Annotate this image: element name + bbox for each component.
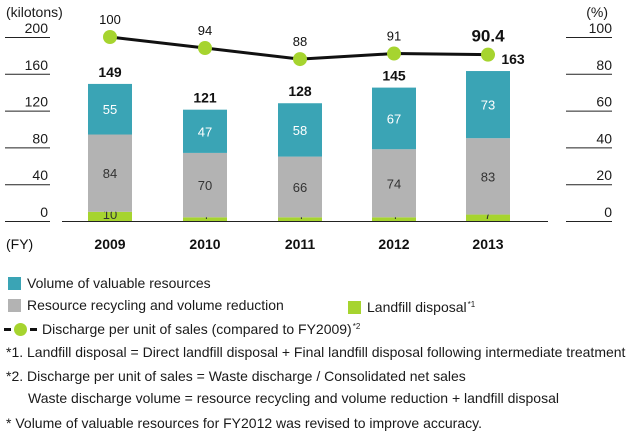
bar-segment-label: 67	[387, 111, 401, 126]
bar-total-label: 128	[288, 83, 312, 99]
bar-segment	[372, 149, 416, 218]
legend-label-valuable: Volume of valuable resources	[27, 275, 211, 291]
legend-landfill-footnote-mark: *1	[467, 300, 476, 309]
x-category-label: 2009	[94, 236, 125, 252]
y-left-tick-label: 80	[32, 130, 48, 146]
bar-segment	[88, 83, 132, 135]
discharge-point	[103, 30, 117, 44]
y-left-tick-label: 200	[25, 20, 49, 36]
discharge-point-label: 94	[198, 23, 212, 38]
legend-swatch-valuable	[8, 277, 21, 290]
legend-swatch-recycling	[8, 299, 21, 312]
discharge-point	[387, 46, 401, 61]
y-right-tick-label: 80	[596, 57, 612, 73]
bar-segment-label: 83	[481, 169, 495, 184]
bar-segment-label: 55	[103, 102, 117, 117]
legend-item-landfill: Landfill disposal*1	[348, 296, 476, 315]
bar-segment	[88, 211, 132, 221]
legend-label-recycling: Resource recycling and volume reduction	[27, 297, 284, 313]
y-right-tick-label: 100	[589, 20, 613, 36]
y-left-tick-label: 40	[32, 167, 48, 183]
stacked-bar-line-chart: (kilotons) (%) 0 40 80 120 160 200 0 20 40 60 80 100 1…	[5, 4, 613, 252]
y-right-tick-label: 0	[604, 204, 612, 220]
x-category-label: 2012	[378, 236, 409, 252]
x-category-label: 2011	[285, 236, 316, 252]
discharge-point	[481, 47, 495, 62]
bar-segment-label: 47	[198, 124, 212, 139]
bar-segment	[466, 138, 510, 215]
footnote-2-continued: Waste discharge volume = resource recycl…	[28, 390, 559, 406]
legend-label-discharge: Discharge per unit of sales (compared to…	[42, 321, 352, 337]
bar-segment-label: 66	[293, 180, 307, 195]
footnote-2: *2. Discharge per unit of sales = Waste …	[6, 368, 466, 384]
legend-item-valuable: Volume of valuable resources	[8, 274, 211, 292]
y-right-tick-label: 60	[596, 94, 612, 110]
bar-segment	[183, 109, 227, 153]
bar-segment	[372, 217, 416, 221]
bar-segment-label: 84	[103, 166, 117, 181]
bar-segment	[466, 214, 510, 221]
discharge-point-label: 90.4	[471, 27, 505, 46]
legend-discharge-footnote-mark: *2	[352, 322, 361, 331]
legend-label-landfill: Landfill disposal	[367, 299, 467, 315]
legend-item-discharge: Discharge per unit of sales (compared to…	[4, 318, 361, 337]
bar-total-label: 121	[193, 90, 217, 106]
bar-total-label: 145	[382, 68, 406, 84]
legend-line-marker	[4, 323, 38, 336]
discharge-point-label: 88	[293, 34, 307, 49]
discharge-point	[293, 52, 307, 67]
x-axis-prefix-label: (FY)	[6, 236, 33, 252]
bar-segment-label: 74	[387, 176, 401, 191]
bar-segment	[466, 71, 510, 139]
y-left-tick-label: 0	[40, 204, 48, 220]
discharge-point-label: 100	[99, 12, 121, 27]
discharge-point-label: 91	[387, 29, 401, 44]
footnote-3: * Volume of valuable resources for FY201…	[6, 415, 482, 431]
bar-segment	[183, 217, 227, 221]
bar-segment	[183, 152, 227, 218]
bar-segment	[88, 134, 132, 212]
y-right-tick-label: 20	[596, 167, 612, 183]
legend-swatch-landfill	[348, 301, 361, 314]
bar-segment-label: 73	[481, 98, 495, 113]
y-right-axis-label: (%)	[586, 4, 608, 20]
bar-total-label: 149	[98, 64, 122, 80]
y-right-tick-label: 40	[596, 130, 612, 146]
y-left-tick-label: 120	[25, 94, 49, 110]
bar-segment-label: 70	[198, 178, 212, 193]
y-left-tick-label: 160	[25, 57, 49, 73]
bar-segment-label: 58	[293, 123, 307, 138]
bar-segment	[278, 156, 322, 218]
bar-segment	[372, 87, 416, 150]
discharge-point	[198, 41, 212, 56]
x-category-label: 2013	[472, 236, 503, 252]
bar-total-label: 163	[501, 51, 525, 67]
bar-segment	[278, 103, 322, 157]
x-category-label: 2010	[189, 236, 220, 252]
bar-segment	[278, 217, 322, 221]
legend-item-recycling: Resource recycling and volume reduction	[8, 296, 284, 314]
footnote-1: *1. Landfill disposal = Direct landfill …	[6, 344, 626, 360]
y-left-axis-label: (kilotons)	[6, 4, 63, 20]
